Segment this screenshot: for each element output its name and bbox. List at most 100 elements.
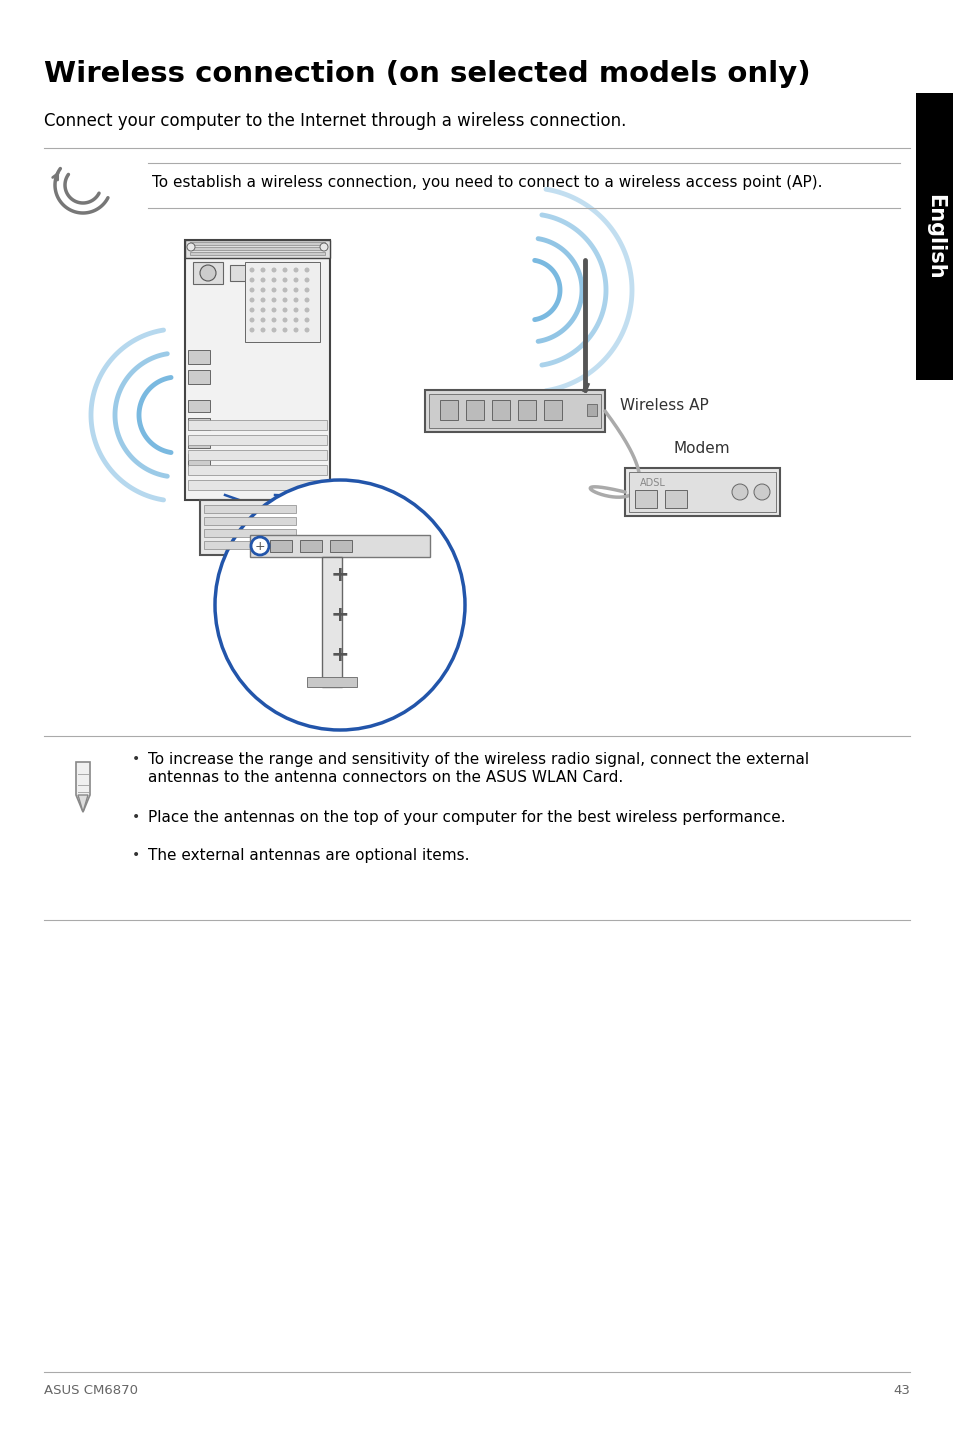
Text: To increase the range and sensitivity of the wireless radio signal, connect the : To increase the range and sensitivity of…: [148, 752, 808, 766]
Text: The external antennas are optional items.: The external antennas are optional items…: [148, 848, 469, 863]
Circle shape: [282, 267, 287, 272]
Bar: [190, 252, 325, 255]
Circle shape: [250, 308, 254, 312]
Bar: [200, 500, 299, 555]
Bar: [204, 529, 295, 536]
Circle shape: [282, 318, 287, 322]
Circle shape: [250, 288, 254, 292]
Text: ASUS CM6870: ASUS CM6870: [44, 1383, 138, 1396]
Bar: [628, 472, 775, 512]
Text: Modem: Modem: [673, 441, 730, 456]
Circle shape: [294, 318, 298, 322]
Circle shape: [260, 328, 265, 332]
Bar: [465, 400, 483, 420]
Circle shape: [250, 298, 254, 302]
Bar: [492, 400, 510, 420]
Circle shape: [187, 243, 194, 252]
Bar: [188, 400, 210, 413]
Circle shape: [304, 278, 309, 282]
Circle shape: [294, 298, 298, 302]
Text: ADSL: ADSL: [639, 477, 665, 487]
Circle shape: [251, 536, 269, 555]
Circle shape: [294, 278, 298, 282]
Text: Place the antennas on the top of your computer for the best wireless performance: Place the antennas on the top of your co…: [148, 810, 785, 825]
Text: +: +: [254, 539, 265, 552]
Circle shape: [319, 243, 328, 252]
Text: 43: 43: [892, 1383, 909, 1396]
Polygon shape: [78, 795, 88, 812]
Circle shape: [282, 278, 287, 282]
Bar: [245, 262, 319, 342]
Circle shape: [272, 298, 276, 302]
Circle shape: [250, 318, 254, 322]
Circle shape: [272, 328, 276, 332]
Circle shape: [282, 298, 287, 302]
Bar: [193, 262, 223, 283]
Bar: [270, 541, 292, 552]
Circle shape: [282, 288, 287, 292]
Bar: [188, 450, 327, 460]
Bar: [185, 240, 330, 257]
Circle shape: [304, 288, 309, 292]
Circle shape: [272, 318, 276, 322]
Bar: [250, 535, 430, 557]
Circle shape: [731, 485, 747, 500]
Circle shape: [250, 278, 254, 282]
Bar: [299, 541, 322, 552]
Bar: [915, 93, 953, 380]
Circle shape: [294, 328, 298, 332]
Circle shape: [304, 318, 309, 322]
Bar: [204, 505, 295, 513]
Bar: [307, 677, 356, 687]
Circle shape: [294, 267, 298, 272]
Circle shape: [304, 298, 309, 302]
Circle shape: [304, 267, 309, 272]
Circle shape: [282, 308, 287, 312]
Bar: [188, 370, 210, 384]
Bar: [188, 464, 327, 475]
Circle shape: [250, 267, 254, 272]
Circle shape: [272, 278, 276, 282]
Bar: [624, 467, 780, 516]
Circle shape: [260, 267, 265, 272]
Circle shape: [260, 308, 265, 312]
Circle shape: [304, 328, 309, 332]
Text: +: +: [331, 565, 349, 585]
Bar: [543, 400, 561, 420]
Polygon shape: [76, 762, 90, 812]
Text: antennas to the antenna connectors on the ASUS WLAN Card.: antennas to the antenna connectors on th…: [148, 769, 622, 785]
Bar: [188, 436, 210, 449]
Bar: [230, 265, 246, 280]
Bar: [424, 390, 604, 431]
Bar: [330, 541, 352, 552]
Text: To establish a wireless connection, you need to connect to a wireless access poi: To establish a wireless connection, you …: [152, 175, 821, 190]
Text: •: •: [132, 810, 140, 824]
Bar: [439, 400, 457, 420]
Text: Wireless connection (on selected models only): Wireless connection (on selected models …: [44, 60, 810, 88]
Text: •: •: [132, 752, 140, 766]
Bar: [635, 490, 657, 508]
Bar: [204, 518, 295, 525]
Bar: [586, 404, 597, 416]
Circle shape: [294, 288, 298, 292]
Bar: [517, 400, 536, 420]
Text: +: +: [331, 646, 349, 664]
Bar: [188, 420, 327, 430]
Circle shape: [272, 288, 276, 292]
Circle shape: [260, 298, 265, 302]
Circle shape: [282, 328, 287, 332]
Bar: [188, 454, 210, 466]
Circle shape: [260, 318, 265, 322]
Circle shape: [214, 480, 464, 731]
Bar: [188, 349, 210, 364]
Bar: [188, 436, 327, 444]
Circle shape: [294, 308, 298, 312]
Bar: [429, 394, 600, 429]
Bar: [204, 541, 295, 549]
Bar: [664, 490, 686, 508]
Bar: [190, 247, 325, 250]
Text: English: English: [924, 194, 944, 279]
Circle shape: [272, 308, 276, 312]
Bar: [190, 242, 325, 244]
Circle shape: [250, 328, 254, 332]
